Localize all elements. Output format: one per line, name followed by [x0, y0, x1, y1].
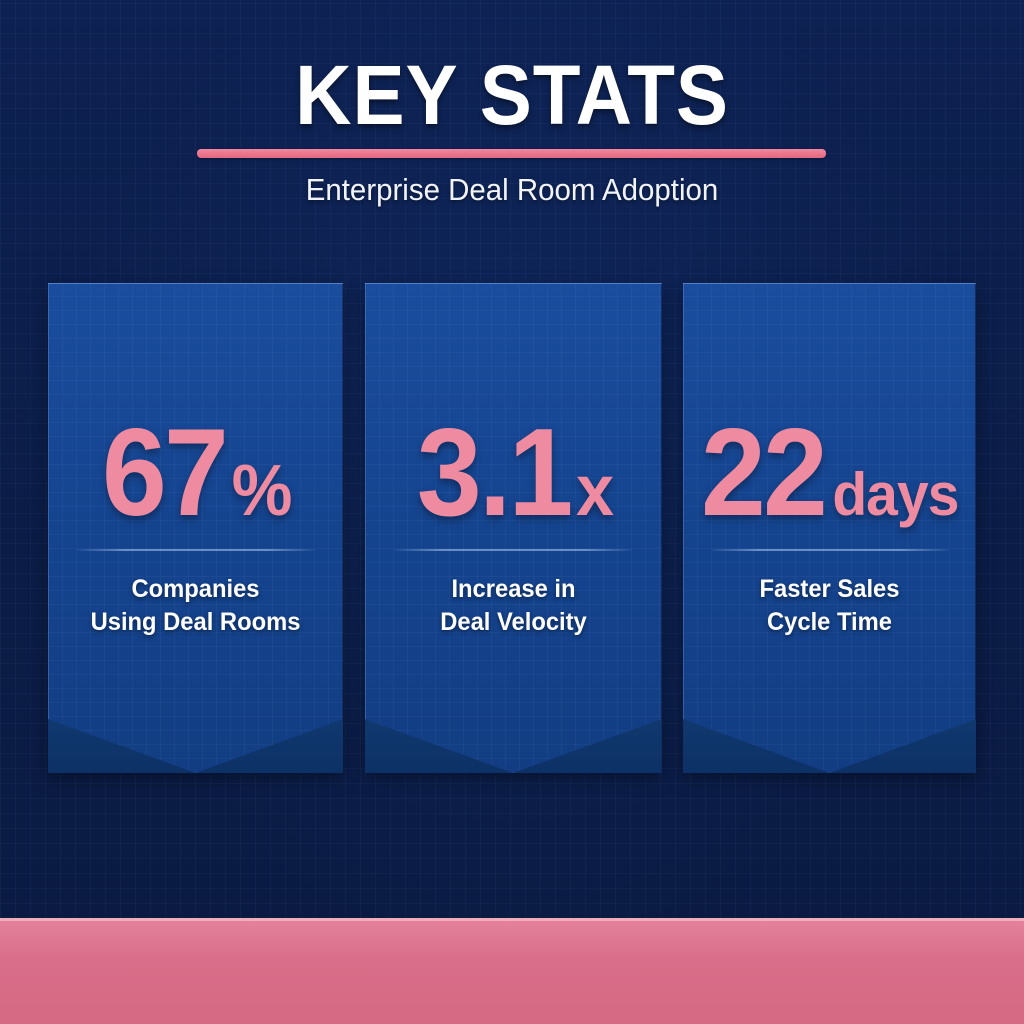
card-content: 22 days Faster Sales Cycle Time — [683, 283, 976, 773]
stat-card-cycle-time: 22 days Faster Sales Cycle Time — [683, 283, 976, 773]
page-subtitle: Enterprise Deal Room Adoption — [305, 172, 719, 207]
stat-label-line-1: Faster Sales — [759, 575, 900, 603]
card-divider — [710, 549, 949, 551]
stat-label-line-1: Companies — [131, 575, 260, 603]
stat-value: 67 % — [98, 411, 293, 539]
stat-card-row: 67 % Companies Using Deal Rooms 3.1 x — [48, 283, 976, 773]
stat-suffix: x — [576, 451, 614, 531]
page-title: KEY STATS — [295, 48, 729, 142]
footer-accent-band — [0, 918, 1024, 1024]
stat-card-companies: 67 % Companies Using Deal Rooms — [48, 283, 343, 773]
stat-number: 67 — [101, 404, 229, 542]
stat-number: 22 — [701, 404, 828, 542]
card-divider — [76, 549, 315, 551]
stat-label-line-2: Cycle Time — [767, 608, 892, 636]
card-divider — [394, 549, 632, 551]
stat-label-line-2: Deal Velocity — [439, 608, 587, 636]
stat-suffix: % — [231, 451, 293, 531]
stat-label-line-2: Using Deal Rooms — [90, 608, 301, 636]
card-content: 67 % Companies Using Deal Rooms — [48, 283, 343, 773]
card-content: 3.1 x Increase in Deal Velocity — [365, 283, 662, 773]
title-underline-rule — [197, 149, 826, 158]
stat-label: Companies Using Deal Rooms — [55, 573, 335, 639]
stat-number: 3.1 — [416, 404, 573, 542]
stat-suffix: days — [832, 461, 959, 528]
stat-value: 3.1 x — [412, 404, 615, 542]
stat-label-line-1: Increase in — [450, 575, 576, 603]
poster-header: KEY STATS Enterprise Deal Room Adoption — [0, 48, 1024, 207]
stat-label: Faster Sales Cycle Time — [690, 573, 968, 639]
stat-label: Increase in Deal Velocity — [372, 573, 654, 639]
stat-card-velocity: 3.1 x Increase in Deal Velocity — [364, 283, 662, 773]
stat-value: 22 days — [697, 411, 962, 539]
